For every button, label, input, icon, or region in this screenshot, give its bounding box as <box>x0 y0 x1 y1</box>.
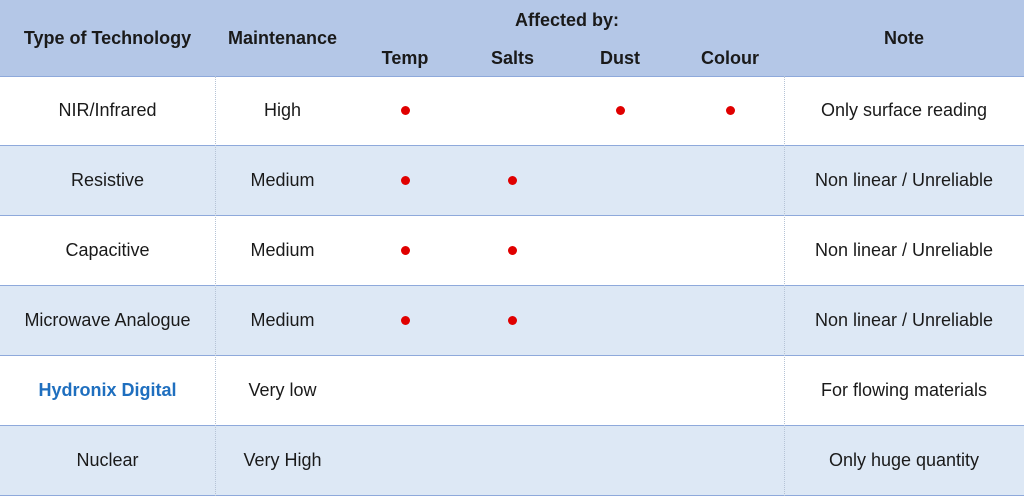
note-text: Non linear / Unreliable <box>814 170 994 190</box>
table-row: Microwave Analogue Medium Non linear / Unr… <box>0 286 1024 356</box>
note-text: For flowing materials <box>820 380 988 400</box>
header-dust: Dust <box>600 47 640 68</box>
salts-cell <box>460 146 565 215</box>
table-row: Resistive Medium Non linear / Unreliable <box>0 146 1024 216</box>
temp-cell <box>350 286 460 355</box>
header-colour: Colour <box>701 47 759 68</box>
temp-cell <box>350 146 460 215</box>
note-text: Only huge quantity <box>828 450 980 470</box>
maintenance-level: Medium <box>250 170 315 190</box>
header-type: Type of Technology <box>23 27 192 48</box>
temp-affected-dot-icon <box>400 106 410 115</box>
colour-cell <box>675 356 785 425</box>
salts-affected-dot-icon <box>508 246 517 255</box>
dust-cell <box>565 286 675 355</box>
note-text: Non linear / Unreliable <box>814 240 994 260</box>
maintenance-level: Medium <box>250 310 315 330</box>
technology-name: Nuclear <box>76 450 139 470</box>
column-divider <box>784 76 785 496</box>
technology-name: Hydronix Digital <box>38 380 177 400</box>
salts-affected-dot-icon <box>508 176 517 185</box>
technology-name: NIR/Infrared <box>58 100 157 120</box>
technology-name: Capacitive <box>65 240 150 260</box>
temp-affected-dot-icon <box>400 246 410 255</box>
salts-cell <box>460 356 565 425</box>
temp-cell <box>350 426 460 495</box>
colour-cell <box>675 216 785 285</box>
maintenance-level: Very High <box>243 450 322 470</box>
salts-affected-dot-icon <box>508 316 517 325</box>
table-row: Capacitive Medium Non linear / Unreliable <box>0 216 1024 286</box>
temp-cell <box>350 216 460 285</box>
header-temp: Temp <box>381 47 429 68</box>
salts-cell <box>460 286 565 355</box>
salts-cell <box>460 76 565 145</box>
header-affected-by: Affected by: <box>514 9 619 30</box>
salts-cell <box>460 426 565 495</box>
maintenance-level: Medium <box>250 240 315 260</box>
dust-cell <box>565 216 675 285</box>
colour-cell <box>675 146 785 215</box>
maintenance-level: Very low <box>248 380 317 400</box>
technology-name: Resistive <box>70 170 145 190</box>
colour-cell <box>675 426 785 495</box>
temp-affected-dot-icon <box>400 316 410 325</box>
dust-cell <box>565 356 675 425</box>
note-text: Non linear / Unreliable <box>814 310 994 330</box>
temp-affected-dot-icon <box>400 176 410 185</box>
technology-name: Microwave Analogue <box>24 310 191 330</box>
dust-cell <box>565 146 675 215</box>
table-row: Hydronix Digital Very low For flowing mate… <box>0 356 1024 426</box>
table-row: NIR/Infrared High Only surface reading <box>0 76 1024 146</box>
temp-cell <box>350 356 460 425</box>
colour-affected-dot-icon <box>725 106 735 115</box>
salts-cell <box>460 216 565 285</box>
dust-affected-dot-icon <box>615 106 625 115</box>
colour-cell <box>675 76 785 145</box>
table-row: Nuclear Very High Only huge quantity <box>0 426 1024 496</box>
column-divider <box>215 76 216 496</box>
note-text: Only surface reading <box>820 100 988 120</box>
dust-cell <box>565 76 675 145</box>
header-salts: Salts <box>490 47 535 68</box>
table-header: Type of Technology Maintenance Affected … <box>0 0 1024 77</box>
header-maintenance: Maintenance <box>227 27 338 48</box>
header-note: Note <box>884 27 924 48</box>
dust-cell <box>565 426 675 495</box>
colour-cell <box>675 286 785 355</box>
temp-cell <box>350 76 460 145</box>
maintenance-level: High <box>263 100 302 120</box>
